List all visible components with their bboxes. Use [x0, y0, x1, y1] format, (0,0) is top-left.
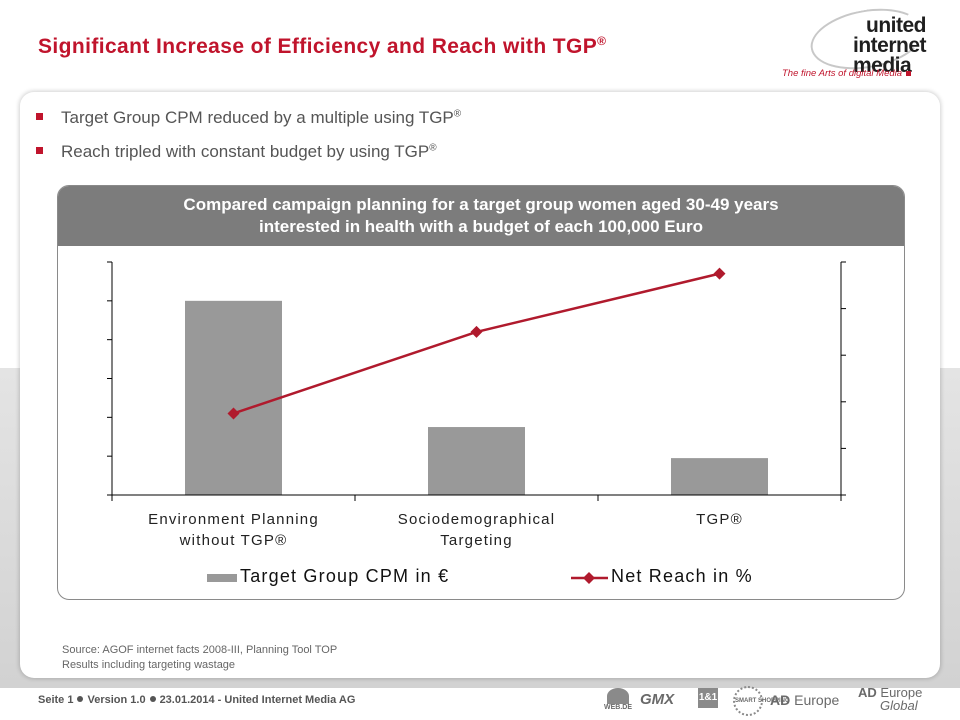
x-tick-label: without TGP®	[179, 532, 288, 549]
x-tick-label: Sociodemographical	[398, 511, 556, 528]
footer-version: Version 1.0	[87, 694, 146, 706]
smart-shopping-logo: SMART SHOPPING	[733, 686, 790, 716]
chart-header-line2: interested in health with a budget of ea…	[259, 217, 703, 236]
chart-header: Compared campaign planning for a target …	[58, 186, 904, 246]
webde-icon	[607, 688, 629, 704]
bar-cpm-0	[185, 300, 282, 495]
bullet-item-reach: Reach tripled with constant budget by us…	[36, 142, 461, 176]
source-note: Source: AGOF internet facts 2008-III, Pl…	[62, 643, 337, 673]
footer-dot-icon	[149, 696, 156, 702]
ad-europe-global-logo: AD Europe Global	[858, 685, 923, 713]
footer-date: 23.01.2014 - United Internet Media AG	[159, 694, 356, 706]
united-internet-media-logo: united internet media The fine Arts of di…	[780, 0, 940, 80]
bullet-item-cpm: Target Group CPM reduced by a multiple u…	[36, 108, 461, 142]
chart-box: Environment Planning without TGP® Sociodem…	[57, 185, 905, 600]
legend-label-reach: Net Reach in %	[611, 566, 753, 586]
x-tick-label: TGP®	[696, 511, 743, 528]
chart-header-line1: Compared campaign planning for a target …	[183, 195, 779, 214]
bar-cpm-1	[428, 427, 525, 495]
logo-text-top: united	[866, 14, 927, 37]
webde-logo: WEB.DE	[604, 686, 632, 711]
footer-dot-icon	[77, 696, 84, 702]
point-net-reach-0	[227, 407, 240, 420]
x-tick-label: Environment Planning	[148, 511, 319, 528]
page-title: Significant Increase of Efficiency and R…	[38, 34, 607, 58]
ad-europe-logo: AD Europe	[770, 692, 840, 708]
x-tick-label: Targeting	[440, 532, 513, 549]
line-net-reach	[233, 272, 720, 415]
point-net-reach-1	[470, 325, 483, 338]
bullet-list: Target Group CPM reduced by a multiple u…	[36, 108, 461, 176]
footer-page: Seite 1	[38, 694, 74, 706]
legend-marker-reach	[583, 572, 595, 584]
bar-cpm-2	[671, 458, 768, 495]
legend-label-cpm: Target Group CPM in €	[240, 566, 449, 586]
legend-swatch-cpm	[207, 574, 237, 582]
logo-tagline: The fine Arts of digital Media	[782, 68, 911, 79]
source-remark: Results including targeting wastage	[62, 659, 236, 671]
one-and-one-logo: 1&1	[698, 688, 718, 708]
source-line: Source: AGOF internet facts 2008-III, Pl…	[62, 644, 338, 656]
point-net-reach-2	[713, 267, 726, 280]
footer: Seite 1 Version 1.0 23.01.2014 - United In…	[38, 694, 355, 706]
gmx-logo: GMX	[640, 691, 675, 708]
comparison-chart: Environment Planning without TGP® Sociodem…	[107, 261, 846, 586]
